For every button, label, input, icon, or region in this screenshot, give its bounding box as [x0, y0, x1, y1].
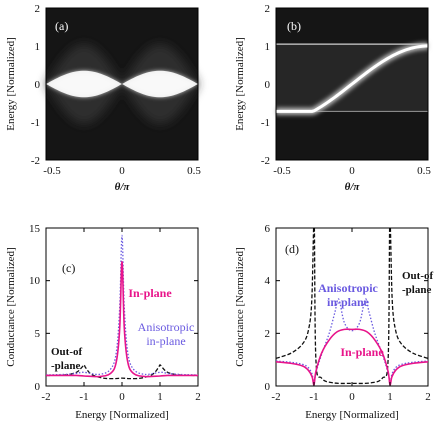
series-out-of-plane	[46, 364, 198, 380]
annotation-out-of: Out-of	[51, 346, 83, 358]
panel-b-ylabel: Energy [Normalized]	[234, 37, 246, 131]
panel-d-label: (d)	[285, 242, 299, 256]
panel-c-ytick: 5	[35, 328, 41, 340]
annotation-out-of-plane: -plane	[51, 360, 80, 372]
panel-b-ytick: -1	[261, 117, 270, 129]
panel-a-heatmap	[46, 44, 198, 124]
panel-d-xlabel: Energy [Normalized]	[305, 409, 399, 421]
series-anisotropic-in-plane	[276, 298, 428, 385]
panel-a-ylabel: Energy [Normalized]	[5, 37, 17, 131]
panel-d-ytick: 4	[265, 275, 271, 287]
panel-b-frame	[275, 7, 429, 161]
panel-d-xticks: -2 -1 0 1 2	[271, 391, 430, 403]
panel-d-xtick: 1	[387, 391, 393, 403]
panel-c-xtick: -2	[41, 391, 50, 403]
panel-c-xtick: 2	[195, 391, 201, 403]
panel-c-ylabel: Conductance [Normalized]	[5, 247, 17, 366]
panel-c-xtick: -1	[79, 391, 88, 403]
annotation-in-plane: In-plane	[128, 286, 172, 300]
panel-a-yticks: 2 1 0 -1 -2	[31, 3, 41, 167]
panel-c-ytick: 10	[29, 275, 41, 287]
panel-b-gap-region	[276, 44, 428, 112]
panel-d-annotations: Anisotropic in-plane In-plane Out-of -pl…	[318, 270, 433, 359]
annotation-anisotropic-in-plane: in-plane	[146, 334, 185, 348]
panel-a-ytick: -1	[31, 117, 40, 129]
panel-d-xtick: 0	[349, 391, 355, 403]
panel-d-ytick: 2	[265, 328, 271, 340]
panel-a: (a) 2 1 0 -1 -2 -0.5 0 0.5 θ/π Energy [N…	[5, 3, 201, 193]
panel-c-annotations: In-plane Anisotropic in-plane Out-of -pl…	[51, 286, 194, 372]
panel-a-ytick: -2	[31, 155, 40, 167]
panel-c: (c) 15 10 5 0 -2 -1 0 1 2 Energy [Normal…	[5, 223, 201, 421]
panel-d-xtick: -1	[309, 391, 318, 403]
panel-d-xtick: -2	[271, 391, 280, 403]
panel-b-xlabel: θ/π	[345, 181, 361, 193]
panel-d-ytick: 0	[265, 381, 271, 393]
panel-a-xtick: 0	[119, 165, 125, 177]
panel-d-ytick: 6	[265, 223, 271, 235]
annotation-anisotropic-in-plane: in-plane	[327, 295, 370, 309]
panel-a-xtick: 0.5	[187, 165, 201, 177]
panel-c-ytick: 15	[29, 223, 41, 235]
panel-b-band	[276, 44, 429, 113]
panel-c-xtick: 1	[157, 391, 163, 403]
panel-b-xtick: 0.5	[417, 165, 431, 177]
panel-b-heatmap	[276, 42, 429, 115]
panel-a-xticks: -0.5 0 0.5	[43, 165, 201, 177]
panel-c-tickmarks	[45, 227, 199, 387]
panel-a-frame	[45, 7, 199, 161]
panel-d-series	[276, 228, 428, 386]
annotation-anisotropic: Anisotropic	[318, 281, 378, 295]
panel-d-ylabel: Conductance [Normalized]	[234, 247, 246, 366]
panel-b-xtick: -0.5	[273, 165, 291, 177]
panel-c-series	[46, 234, 198, 380]
panel-b-ytick: -2	[261, 155, 270, 167]
panel-d-yticks: 6 4 2 0	[265, 223, 271, 393]
panel-b-xticks: -0.5 0 0.5	[273, 165, 431, 177]
panel-d-frame	[275, 227, 429, 387]
series-in-plane	[46, 260, 198, 378]
panel-c-label: (c)	[62, 261, 75, 275]
panel-d: (d) 6 4 2 0 -2 -1 0 1 2 Energy [Normaliz…	[234, 223, 434, 421]
panel-a-xtick: -0.5	[43, 165, 61, 177]
panel-a-xlabel: θ/π	[115, 181, 131, 193]
panel-c-xlabel: Energy [Normalized]	[75, 409, 169, 421]
series-out-of-plane	[276, 228, 428, 385]
annotation-anisotropic: Anisotropic	[138, 320, 195, 334]
panel-a-ytick: 0	[35, 79, 41, 91]
annotation-out-of-plane: -plane	[402, 284, 431, 296]
series-in-plane	[276, 328, 428, 386]
annotation-in-plane: In-plane	[340, 345, 384, 359]
panel-c-xtick: 0	[119, 391, 125, 403]
panel-c-xticks: -2 -1 0 1 2	[41, 391, 200, 403]
panel-b-ytick: 0	[265, 79, 271, 91]
panel-a-band	[46, 70, 198, 98]
annotation-out-of: Out-of	[402, 270, 434, 282]
panel-c-ytick: 0	[35, 381, 41, 393]
panel-a-ytick: 2	[35, 3, 41, 15]
panel-b-xtick: 0	[349, 165, 355, 177]
panel-b-label: (b)	[287, 19, 301, 33]
panel-b: (b) 2 1 0 -1 -2 -0.5 0 0.5 θ/π Energy [N…	[234, 3, 431, 193]
panel-a-ytick: 1	[35, 41, 41, 53]
panel-b-ytick: 2	[265, 3, 271, 15]
panel-d-xtick: 2	[425, 391, 431, 403]
panel-d-tickmarks	[275, 227, 429, 387]
series-anisotropic-in-plane	[46, 234, 198, 376]
panel-a-label: (a)	[55, 19, 68, 33]
panel-b-yticks: 2 1 0 -1 -2	[261, 3, 271, 167]
panel-c-yticks: 15 10 5 0	[29, 223, 41, 393]
panel-b-ytick: 1	[265, 41, 271, 53]
